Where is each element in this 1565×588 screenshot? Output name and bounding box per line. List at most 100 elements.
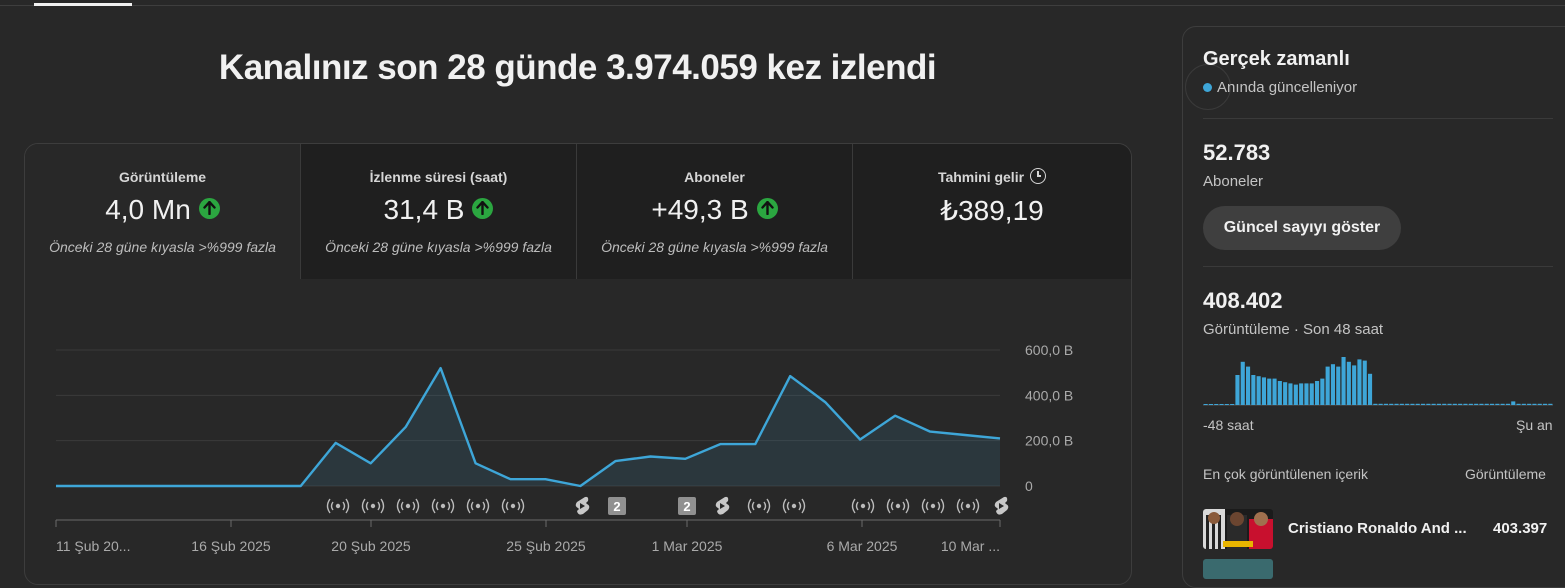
svg-text:2: 2 [613, 499, 620, 514]
mini-bar [1463, 404, 1467, 405]
mini-bar [1469, 404, 1473, 405]
live-icon[interactable] [328, 499, 349, 513]
overview-card: Görüntüleme 4,0 Mn Önceki 28 güne kıyasl… [24, 143, 1132, 585]
mini-bar [1251, 375, 1255, 405]
x-tick-label: 16 Şub 2025 [191, 538, 271, 554]
mini-bar [1453, 404, 1457, 405]
mini-bar [1485, 404, 1489, 405]
mini-bar [1246, 367, 1250, 405]
shorts-icon[interactable] [995, 497, 1009, 515]
video-thumbnail[interactable] [1203, 559, 1273, 579]
y-tick-label: 400,0 B [1025, 387, 1073, 403]
mini-bar [1262, 377, 1266, 405]
x-tick-label: 11 Şub 20... [56, 538, 130, 554]
svg-text:2: 2 [683, 499, 690, 514]
mini-bar [1410, 404, 1414, 405]
mini-bar [1220, 404, 1224, 405]
active-tab-indicator [34, 3, 132, 6]
mini-bar [1437, 404, 1441, 405]
live-icon[interactable] [958, 499, 979, 513]
live-icon[interactable] [888, 499, 909, 513]
realtime-views-label: Görüntüleme · Son 48 saat [1203, 321, 1383, 338]
mini-bar [1294, 385, 1298, 405]
mini-bar [1363, 361, 1367, 405]
mini-bar [1342, 357, 1346, 405]
realtime-bar-chart [1203, 357, 1553, 407]
mini-bar [1230, 404, 1234, 405]
show-current-count-button[interactable]: Güncel sayıyı göster [1203, 206, 1401, 250]
video-thumbnail[interactable] [1203, 509, 1273, 549]
live-icon[interactable] [784, 499, 805, 513]
mini-bar [1448, 404, 1452, 405]
mini-bar [1241, 362, 1245, 405]
mini-bar [1326, 367, 1330, 405]
top-divider [0, 5, 1565, 6]
mini-bar [1479, 404, 1483, 405]
divider [1203, 118, 1553, 119]
mini-bar [1532, 404, 1536, 405]
mini-bar [1384, 404, 1388, 405]
mini-bar [1373, 404, 1377, 405]
realtime-panel: Gerçek zamanlı Anında güncelleniyor 52.7… [1182, 26, 1565, 588]
mini-bar [1257, 376, 1261, 405]
subscriber-count: 52.783 [1203, 140, 1270, 166]
divider [1203, 266, 1553, 267]
x-tick-label: 6 Mar 2025 [827, 538, 898, 554]
mini-bar [1310, 383, 1314, 405]
y-tick-label: 0 [1025, 478, 1033, 494]
mini-bar [1511, 401, 1515, 405]
page-headline: Kanalınız son 28 günde 3.974.059 kez izl… [24, 48, 1131, 88]
mini-bar [1304, 383, 1308, 405]
top-video-title[interactable]: Cristiano Ronaldo And ... [1288, 520, 1468, 537]
post-count-badge[interactable]: 2 [608, 497, 626, 515]
mini-bar [1442, 404, 1446, 405]
top-video-views: 403.397 [1493, 520, 1547, 537]
mini-bar [1225, 404, 1229, 405]
mini-bar [1421, 404, 1425, 405]
x-tick-label: 10 Mar ... [941, 538, 1000, 554]
realtime-title: Gerçek zamanlı [1203, 48, 1350, 71]
mini-bar [1299, 383, 1303, 405]
live-icon[interactable] [923, 499, 944, 513]
mini-bar [1336, 367, 1340, 405]
mini-bar [1320, 379, 1324, 405]
live-icon[interactable] [503, 499, 524, 513]
subscriber-label: Aboneler [1203, 173, 1263, 190]
mini-chart-start-label: -48 saat [1203, 417, 1254, 433]
live-icon[interactable] [363, 499, 384, 513]
mini-bar [1395, 404, 1399, 405]
realtime-views-count: 408.402 [1203, 288, 1283, 314]
mini-chart-end-label: Şu an [1516, 417, 1553, 433]
mini-bar [1495, 404, 1499, 405]
mini-bar [1352, 365, 1356, 405]
mini-bar [1490, 404, 1494, 405]
mini-bar [1474, 404, 1478, 405]
x-tick-label: 1 Mar 2025 [652, 538, 723, 554]
mini-bar [1527, 404, 1531, 405]
mini-bar [1506, 404, 1510, 405]
live-icon[interactable] [853, 499, 874, 513]
mini-bar [1214, 404, 1218, 405]
mini-bar [1522, 404, 1526, 405]
mini-bar [1357, 359, 1361, 405]
mini-bar [1538, 404, 1542, 405]
mini-bar [1379, 404, 1383, 405]
mini-bar [1331, 364, 1335, 405]
live-icon[interactable] [433, 499, 454, 513]
post-count-badge[interactable]: 2 [678, 497, 696, 515]
shorts-icon[interactable] [716, 497, 730, 515]
shorts-icon[interactable] [576, 497, 590, 515]
live-dot-icon [1203, 83, 1212, 92]
mini-bar [1283, 382, 1287, 405]
mini-bar [1548, 404, 1552, 405]
series-area [56, 368, 1000, 486]
top-content-column: Görüntüleme [1465, 466, 1546, 482]
live-icon[interactable] [398, 499, 419, 513]
y-tick-label: 200,0 B [1025, 433, 1073, 449]
mini-bar [1209, 404, 1213, 405]
mini-bar [1501, 404, 1505, 405]
mini-bar [1368, 374, 1372, 405]
mini-bar [1458, 404, 1462, 405]
live-icon[interactable] [468, 499, 489, 513]
live-icon[interactable] [749, 499, 770, 513]
